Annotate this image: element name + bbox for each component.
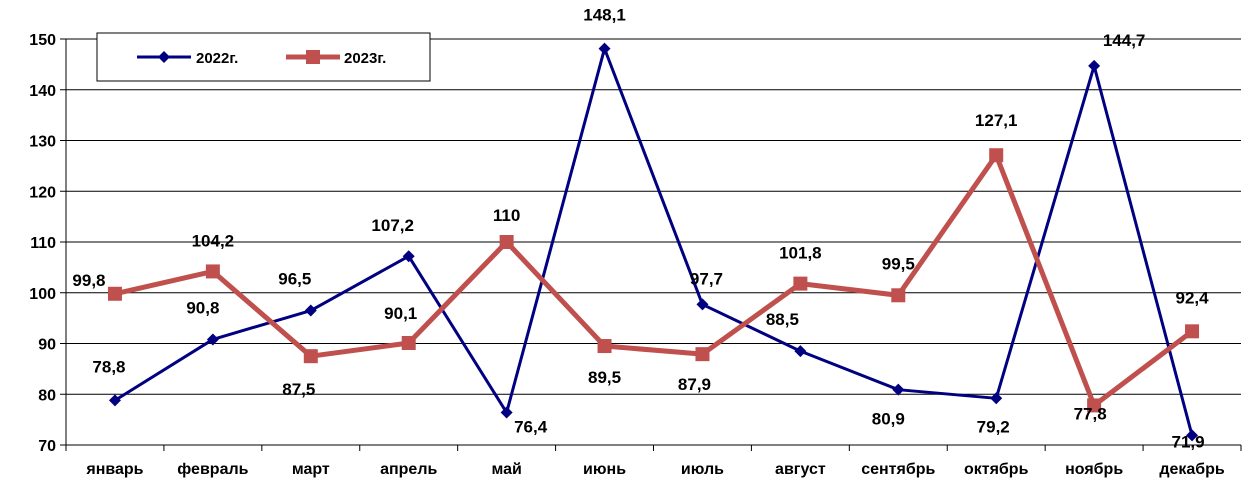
- x-tick-label: июль: [681, 461, 724, 478]
- data-label: 87,5: [282, 380, 315, 399]
- x-tick-label: сентябрь: [861, 461, 935, 478]
- x-tick-label: апрель: [380, 461, 437, 478]
- data-point: [793, 276, 808, 291]
- data-point: [989, 148, 1004, 163]
- data-point: [107, 286, 122, 301]
- x-tick-label: январь: [85, 461, 143, 478]
- data-point: [402, 250, 415, 263]
- data-label: 99,8: [72, 271, 105, 290]
- y-tick-label: 70: [38, 438, 56, 455]
- data-label: 104,2: [192, 231, 235, 250]
- series-line-2023: [114, 152, 1194, 408]
- data-point: [794, 345, 807, 358]
- data-label: 71,9: [1171, 432, 1204, 451]
- x-tick-label: декабрь: [1159, 461, 1225, 478]
- data-point: [1087, 398, 1102, 413]
- data-label: 76,4: [514, 418, 548, 437]
- data-point: [499, 235, 514, 249]
- x-tick-label: ноябрь: [1065, 461, 1123, 478]
- data-label: 107,2: [371, 216, 414, 235]
- data-label: 97,7: [690, 269, 723, 288]
- y-tick-label: 90: [38, 337, 56, 354]
- data-point: [892, 383, 905, 396]
- legend-label-2022: 2022г.: [196, 50, 238, 67]
- data-point: [1186, 429, 1199, 442]
- data-point: [206, 333, 219, 346]
- x-tick-label: август: [775, 461, 826, 478]
- data-point: [303, 349, 318, 364]
- data-label: 148,1: [583, 6, 626, 25]
- series-layer: [107, 42, 1200, 442]
- y-tick-label: 80: [38, 387, 56, 404]
- y-tick-label: 140: [29, 83, 56, 100]
- data-label: 78,8: [92, 357, 125, 376]
- x-tick-label: март: [292, 461, 330, 478]
- data-label: 144,7: [1103, 31, 1146, 50]
- grid: [66, 38, 1241, 446]
- axes: [60, 38, 1242, 451]
- x-tick-label: июнь: [583, 461, 626, 478]
- data-point: [500, 406, 513, 419]
- y-axis-ticks: 70 80 90 100 110 120 130 140 150: [29, 32, 56, 455]
- data-point: [990, 392, 1003, 405]
- data-label: 87,9: [678, 375, 711, 394]
- data-point: [401, 335, 416, 350]
- x-tick-label: октябрь: [964, 461, 1029, 478]
- legend-label-2023: 2023г.: [344, 50, 386, 67]
- data-labels: 78,8 90,8 96,5 107,2 76,4 148,1 97,7 88,5 80,9 79…: [72, 6, 1209, 452]
- data-label: 96,5: [278, 270, 311, 289]
- data-point: [597, 339, 612, 354]
- data-label: 79,2: [977, 417, 1010, 436]
- y-tick-label: 100: [29, 286, 56, 303]
- y-tick-label: 130: [29, 134, 56, 151]
- x-axis-ticks: январь февраль март апрель май июнь июль август…: [85, 461, 1225, 478]
- data-label: 92,4: [1175, 288, 1209, 307]
- x-tick-label: февраль: [177, 461, 248, 478]
- data-point: [891, 288, 906, 303]
- data-label: 90,1: [384, 304, 417, 323]
- series-line-2022: [114, 47, 1194, 436]
- data-point: [205, 264, 220, 279]
- data-point: [695, 347, 710, 362]
- legend-marker-2022: [158, 51, 170, 63]
- data-point: [598, 42, 611, 55]
- data-label: 101,8: [779, 244, 822, 263]
- data-point: [108, 394, 121, 407]
- data-point: [1185, 324, 1200, 339]
- data-label: 88,5: [766, 310, 799, 329]
- data-label: 127,1: [975, 111, 1018, 130]
- data-label: 90,8: [186, 298, 219, 317]
- data-point: [696, 298, 709, 311]
- data-point: [1088, 59, 1101, 72]
- legend: 2022г. 2023г.: [96, 32, 431, 82]
- data-label: 77,8: [1074, 404, 1107, 423]
- y-tick-label: 120: [29, 184, 56, 201]
- y-tick-label: 150: [29, 32, 56, 49]
- data-label: 80,9: [872, 410, 905, 429]
- y-tick-label: 110: [30, 235, 56, 252]
- data-point: [304, 304, 317, 317]
- data-label: 110: [493, 206, 520, 225]
- legend-marker-2023: [306, 50, 320, 64]
- data-label: 99,5: [882, 254, 915, 273]
- x-tick-label: май: [491, 461, 521, 478]
- data-label: 89,5: [588, 368, 621, 387]
